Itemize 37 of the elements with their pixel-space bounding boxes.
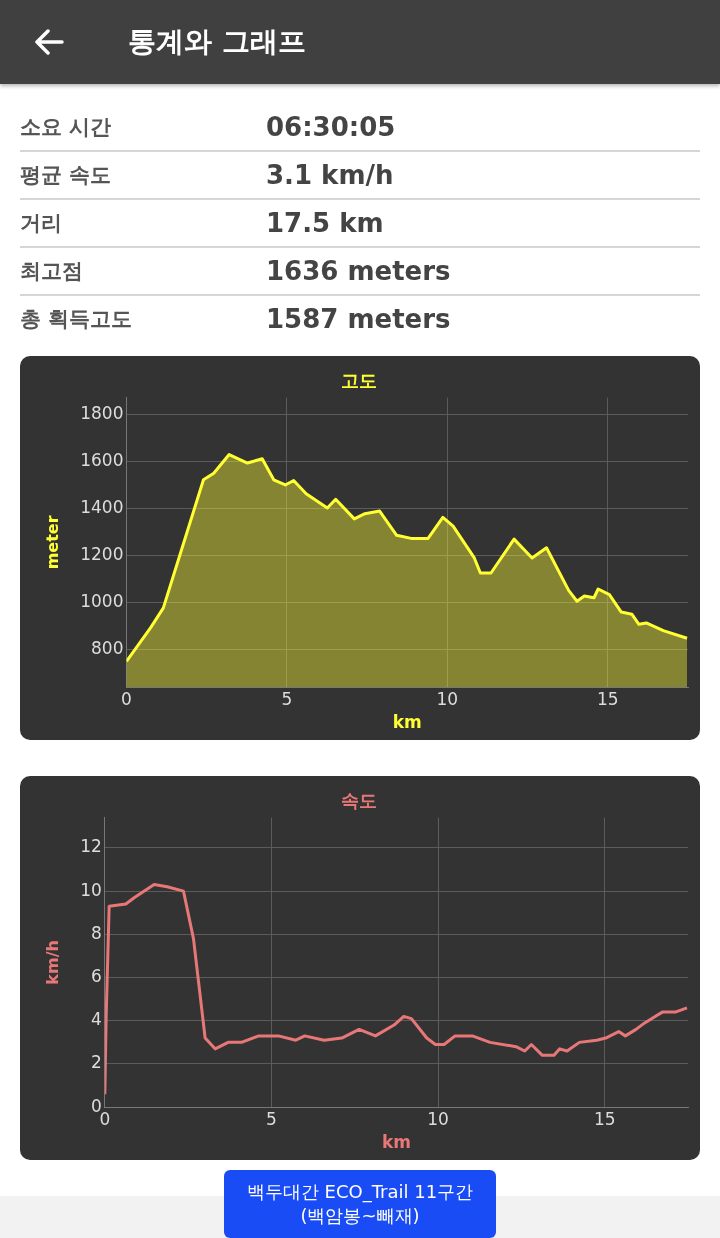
text: 백두대간 ECO_Trail 11구간 (백암봉~빼재)	[224, 1170, 496, 1238]
text: 3.1 km/h	[266, 160, 394, 190]
y-tick-label: 1000	[80, 590, 124, 611]
text: 총 획득고도	[20, 306, 134, 333]
text: 최고점	[20, 258, 84, 285]
y-axis-title: meter	[42, 515, 62, 570]
y-tick-label: 4	[91, 1009, 102, 1030]
y-tick-label: 8	[91, 922, 102, 943]
y-tick-label: 1600	[80, 449, 124, 470]
y-tick-label: 6	[91, 965, 102, 986]
y-tick-label: 12	[80, 836, 102, 857]
y-axis-title: km/h	[42, 940, 62, 985]
y-tick-label: 1200	[80, 543, 124, 564]
text: 06:30:05	[266, 112, 396, 142]
y-tick-label: 10	[80, 879, 102, 900]
text: 거리	[20, 210, 63, 237]
x-tick-label: 10	[436, 688, 459, 709]
y-tick-label: 2	[91, 1052, 102, 1073]
text: 평균 속도	[20, 162, 113, 189]
y-tick-label: 800	[91, 637, 124, 658]
text: 1587 meters	[266, 304, 451, 334]
chart-title: 속도	[341, 790, 377, 812]
y-tick-label: 1800	[80, 402, 124, 423]
text: 통계와 그래프	[128, 24, 306, 60]
text: 17.5 km	[266, 208, 384, 238]
x-axis-title: km	[392, 712, 422, 733]
text: 소요 시간	[20, 114, 113, 141]
x-tick-label: 15	[593, 1108, 616, 1129]
x-tick-label: 5	[281, 688, 293, 709]
x-axis-title: km	[381, 1132, 411, 1153]
x-tick-label: 15	[596, 688, 619, 709]
x-tick-label: 10	[427, 1108, 449, 1129]
y-tick-label: 0	[91, 1095, 102, 1116]
text: 1636 meters	[266, 256, 451, 286]
x-tick-label: 5	[266, 1108, 277, 1129]
y-tick-label: 1400	[80, 496, 124, 517]
chart-title: 고도	[341, 370, 377, 392]
